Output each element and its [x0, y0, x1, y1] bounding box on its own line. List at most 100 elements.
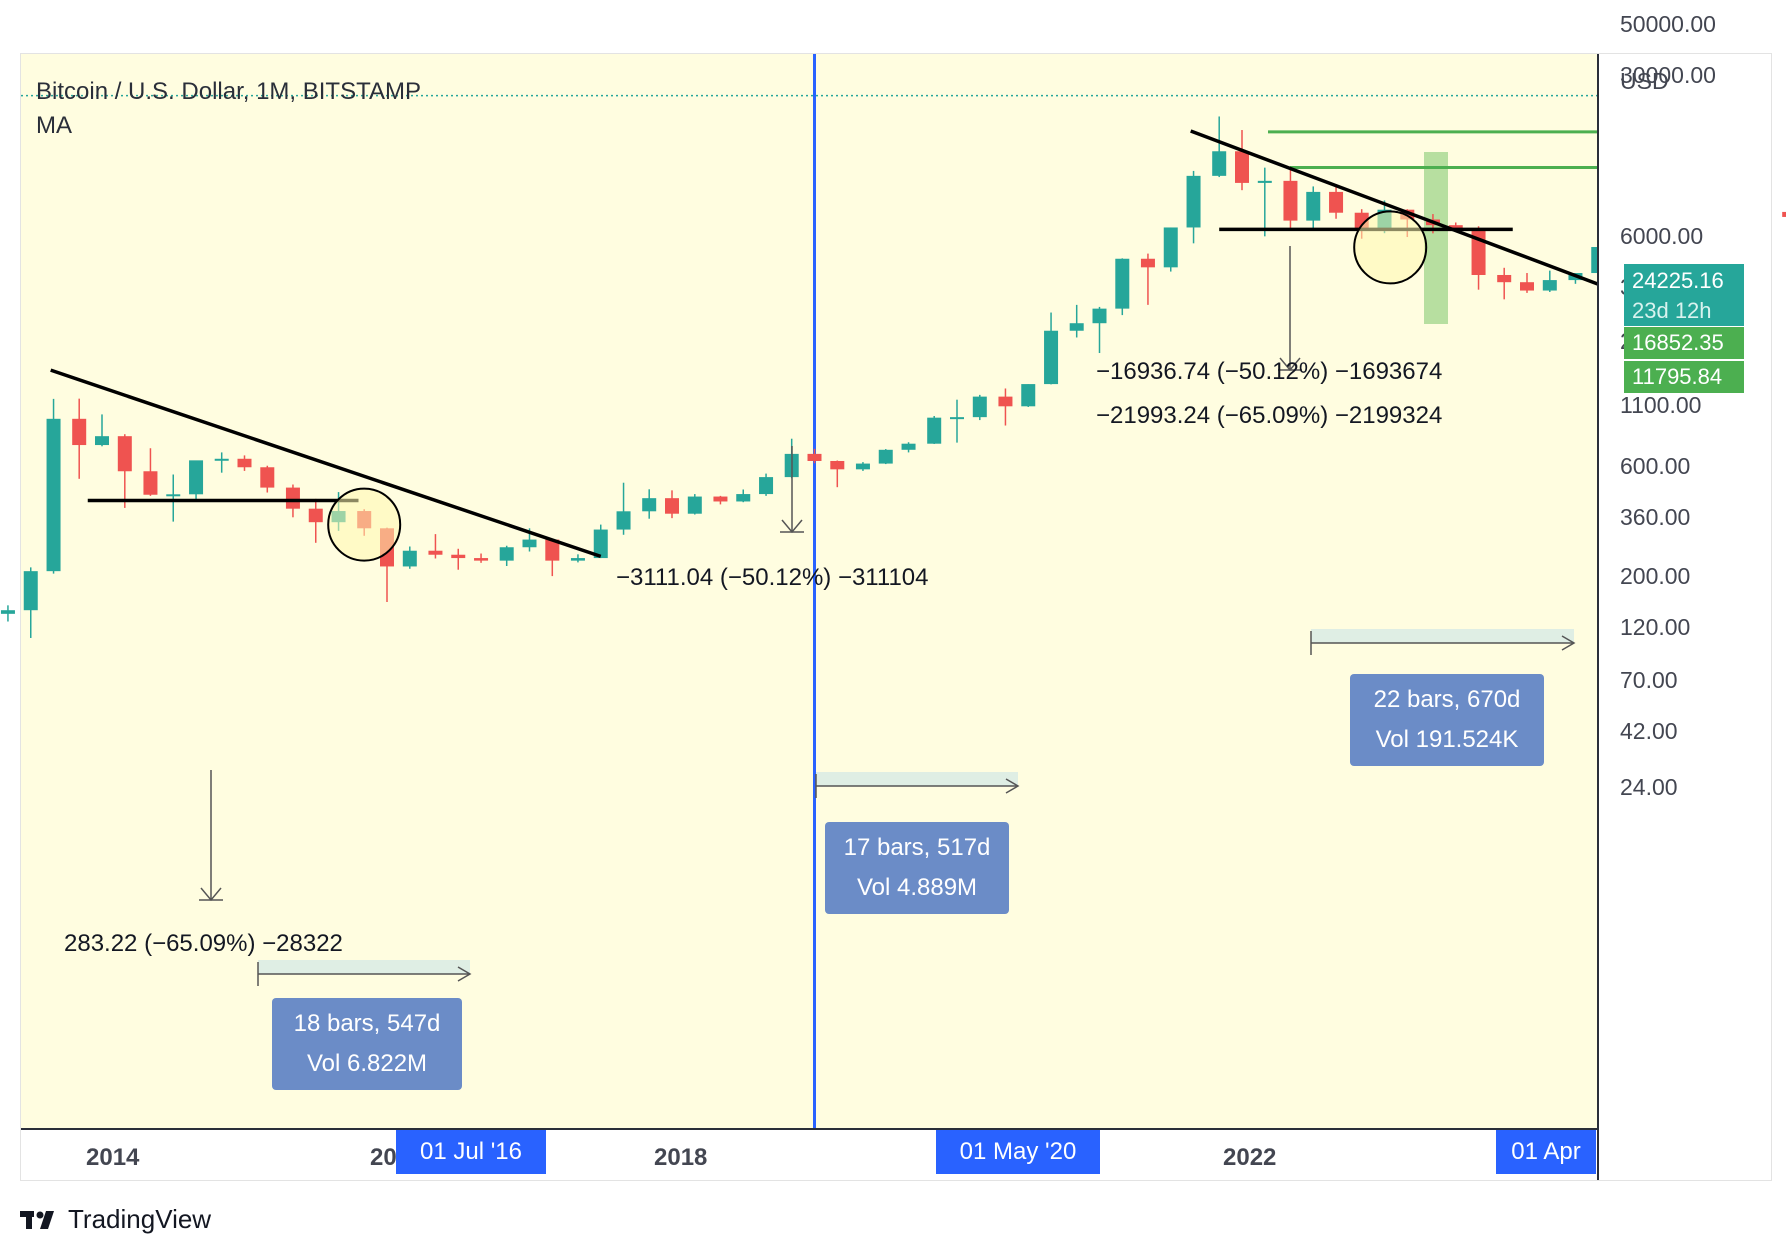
candle-body — [23, 571, 38, 611]
measure-box-3[interactable]: 22 bars, 670d Vol 191.524K — [1350, 674, 1544, 766]
measure-1-volume: Vol 6.822M — [306, 1050, 428, 1077]
candle-body — [428, 550, 443, 555]
candle-body — [1069, 323, 1084, 331]
candle-body — [1212, 151, 1227, 176]
candle-body — [1306, 191, 1321, 221]
measure-box-1[interactable]: 18 bars, 547d Vol 6.822M — [272, 998, 462, 1090]
year-label-2022: 2022 — [1223, 1144, 1277, 1171]
candle-body — [260, 467, 275, 488]
candle-body — [1542, 280, 1557, 291]
candle-body — [1186, 175, 1201, 228]
candle-body — [499, 547, 514, 561]
time-marker-apr[interactable]: 01 Apr — [1496, 1130, 1596, 1174]
measure-3-volume: Vol 191.524K — [1375, 726, 1519, 753]
candle-body — [214, 458, 229, 461]
candle-body — [1092, 308, 1107, 324]
candle-body — [570, 558, 585, 561]
price-tick-label: 30000.00 — [1620, 62, 1716, 89]
brand-name: TradingView — [68, 1204, 212, 1234]
bar-countdown: 23d 12h — [1632, 298, 1712, 323]
candle-body — [878, 449, 893, 464]
candle-body — [46, 418, 61, 572]
candle-body — [1257, 180, 1272, 183]
candle-body — [1115, 258, 1130, 309]
price-tick-label: 1100.00 — [1620, 392, 1702, 419]
candle-body — [451, 554, 466, 559]
candle-body — [642, 498, 657, 512]
candle-body — [1140, 258, 1155, 268]
date-range-2-band — [816, 772, 1018, 786]
tradingview-brand[interactable]: TradingView — [20, 1204, 211, 1235]
price-tick-label: 50000.00 — [1620, 11, 1716, 38]
candle-body — [1044, 330, 1059, 385]
price-tick-label: 600.00 — [1620, 452, 1691, 479]
candle-body — [1283, 180, 1298, 221]
candle-body — [285, 487, 300, 509]
candle-body — [830, 460, 845, 470]
trendline-2014 — [50, 368, 602, 559]
candle-body — [998, 396, 1013, 407]
candle-body — [665, 498, 679, 514]
year-label-2014: 2014 — [86, 1144, 140, 1171]
date-range-1-band — [258, 960, 470, 974]
legend-indicator[interactable]: MA — [36, 112, 72, 139]
candle-body — [143, 471, 158, 495]
drop-label-2018[interactable]: −3111.04 (−50.12%) −311104 — [616, 564, 929, 591]
candle-body — [901, 443, 916, 450]
date-range-1-head — [457, 966, 472, 982]
measure-2-volume: Vol 4.889M — [856, 874, 978, 901]
candle-body — [687, 496, 702, 514]
year-label-2016: 20 — [370, 1144, 397, 1171]
candle-body — [713, 496, 728, 502]
date-range-2-head — [1005, 778, 1020, 794]
drop-label-2022-a[interactable]: −16936.74 (−50.12%) −1693674 — [1096, 358, 1443, 385]
candle-body — [166, 494, 181, 497]
price-tick-label: 24.00 — [1620, 774, 1678, 801]
candle-body — [237, 458, 252, 468]
date-range-3-band — [1311, 629, 1574, 643]
price-tick-label: 42.00 — [1620, 718, 1678, 745]
candle-body — [736, 494, 751, 502]
candle-body — [1329, 191, 1344, 213]
candle-body — [522, 539, 537, 548]
candle-body — [1163, 227, 1178, 268]
price-axis-background — [1599, 54, 1771, 1129]
level-tag-2: 11795.84 — [1624, 361, 1744, 393]
candle-body — [117, 436, 132, 472]
drop-label-2022-b[interactable]: −21993.24 (−65.09%) −2199324 — [1096, 402, 1443, 429]
candle-body — [1021, 384, 1036, 407]
candle-body — [759, 477, 774, 495]
candle-body — [0, 610, 15, 614]
price-tick-label: 360.00 — [1620, 503, 1691, 530]
price-tick-label: 6000.00 — [1620, 223, 1704, 249]
pattern-circle-2014 — [327, 487, 402, 562]
price-axis-currency: USD — [1620, 68, 1669, 94]
price-tick-label: 200.00 — [1620, 562, 1691, 589]
time-marker-may20[interactable]: 01 May '20 — [936, 1130, 1100, 1174]
candle-body — [474, 558, 489, 561]
candle-body — [616, 511, 631, 530]
legend-symbol[interactable]: Bitcoin / U.S. Dollar, 1M, BITSTAMP — [36, 78, 421, 105]
year-label-2018: 2018 — [654, 1144, 708, 1171]
candle-body — [927, 417, 942, 444]
drop-label-2014[interactable]: 283.22 (−65.09%) −28322 — [64, 930, 343, 957]
level-tag-1: 16852.35 — [1624, 327, 1744, 359]
candle-body — [72, 418, 87, 446]
plot-background — [21, 54, 1599, 1129]
price-tick-label: 120.00 — [1620, 613, 1691, 640]
candle-body — [950, 417, 964, 420]
candle-body — [807, 453, 822, 461]
candle-body — [1497, 274, 1512, 283]
pattern-circle-2018 — [1353, 210, 1428, 285]
measure-box-2[interactable]: 17 bars, 517d Vol 4.889M — [825, 822, 1009, 914]
candle-body — [1235, 151, 1249, 183]
candle-body — [593, 529, 608, 559]
measure-3-bars: 22 bars, 670d — [1373, 686, 1521, 713]
candle-body — [1448, 225, 1463, 230]
candle-body — [189, 460, 204, 495]
measure-2-bars: 17 bars, 517d — [843, 834, 991, 861]
time-marker-jul16[interactable]: 01 Jul '16 — [396, 1130, 546, 1174]
candle-body — [855, 463, 870, 470]
candle-body — [1782, 211, 1786, 217]
